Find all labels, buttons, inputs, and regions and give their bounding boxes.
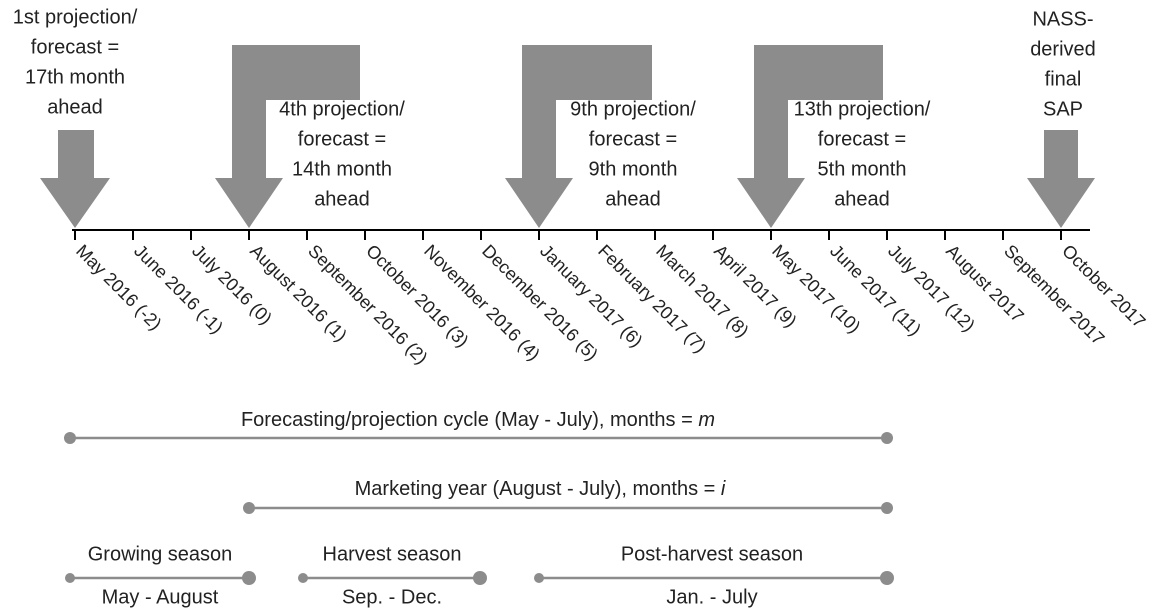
callout-line: final: [1045, 68, 1082, 90]
period-end: [881, 432, 893, 444]
period-variable: i: [721, 478, 726, 500]
period-end: [243, 502, 255, 514]
callout-line: 17th month: [25, 66, 125, 88]
callout-line: derived: [1030, 38, 1096, 60]
season-label: Post-harvest season: [621, 543, 803, 565]
callout-line: forecast =: [818, 128, 906, 150]
period-text: Forecasting/projection cycle (May - July…: [241, 409, 698, 431]
period-label: Forecasting/projection cycle (May - July…: [241, 409, 715, 431]
period-text: Marketing year (August - July), months =: [355, 478, 721, 500]
arrow: [505, 45, 652, 228]
callout-line: ahead: [605, 188, 661, 210]
season-end: [298, 573, 308, 583]
period-label: Marketing year (August - July), months =…: [355, 478, 726, 500]
season-end: [534, 573, 544, 583]
callout-line: 4th projection/: [279, 98, 405, 120]
callout-line: forecast =: [31, 36, 119, 58]
callout-line: NASS-: [1032, 8, 1093, 30]
season-end: [65, 573, 75, 583]
period-end: [881, 502, 893, 514]
season-label: Growing season: [88, 543, 233, 565]
season-label: Harvest season: [323, 543, 462, 565]
season-range: Jan. - July: [666, 586, 757, 608]
callout-line: 1st projection/: [13, 6, 138, 28]
month-label: January 2017 (6): [536, 241, 646, 351]
arrow: [1027, 130, 1095, 228]
period-variable: m: [698, 409, 715, 431]
callout-line: 14th month: [292, 158, 392, 180]
callout-line: 5th month: [818, 158, 907, 180]
season-end: [473, 571, 487, 585]
callout-line: forecast =: [589, 128, 677, 150]
season-end: [880, 571, 894, 585]
callout-line: forecast =: [298, 128, 386, 150]
season-range: May - August: [102, 586, 219, 608]
season-end: [242, 571, 256, 585]
period-end: [64, 432, 76, 444]
month-label: October 2016 (3): [362, 241, 472, 351]
arrow: [215, 45, 360, 228]
arrow: [40, 130, 110, 228]
arrow: [737, 45, 883, 228]
callout-line: 9th projection/: [570, 98, 696, 120]
callout-line: ahead: [834, 188, 890, 210]
month-label: February 2017 (7): [594, 241, 710, 357]
season-range: Sep. - Dec.: [342, 586, 442, 608]
callout-line: ahead: [47, 96, 103, 118]
callout-line: ahead: [314, 188, 370, 210]
callout-line: SAP: [1043, 98, 1083, 120]
callout-line: 13th projection/: [794, 98, 931, 120]
month-label: September 2017: [1000, 241, 1108, 349]
callout-line: 9th month: [589, 158, 678, 180]
